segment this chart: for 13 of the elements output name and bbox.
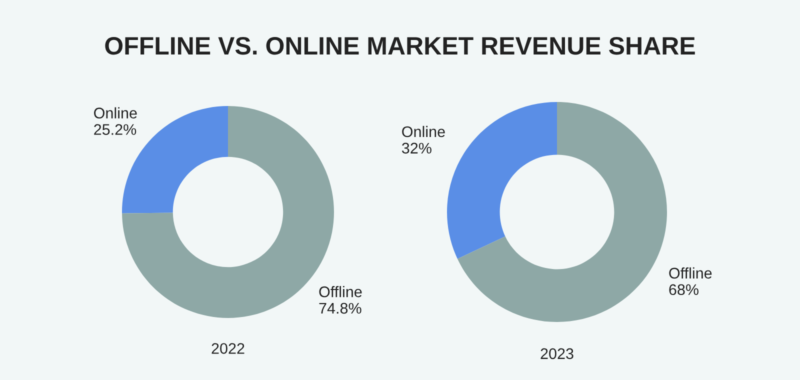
slice-label: Offline [669, 267, 712, 279]
chart-title: OFFLINE VS. ONLINE MARKET REVENUE SHARE [105, 37, 695, 55]
data-label: 68% [669, 284, 698, 296]
slice-label: Online [402, 126, 445, 138]
data-label: 25.2% [94, 124, 136, 135]
text: 2023 [540, 348, 574, 360]
donut-slice [457, 102, 667, 322]
donut-slice [447, 102, 557, 259]
data-label: 74.8% [319, 302, 362, 314]
data-label: 32% [402, 142, 432, 154]
slice-label: Online [94, 107, 137, 118]
slice-label: Offline [319, 286, 362, 298]
text: 2022 [212, 343, 244, 354]
